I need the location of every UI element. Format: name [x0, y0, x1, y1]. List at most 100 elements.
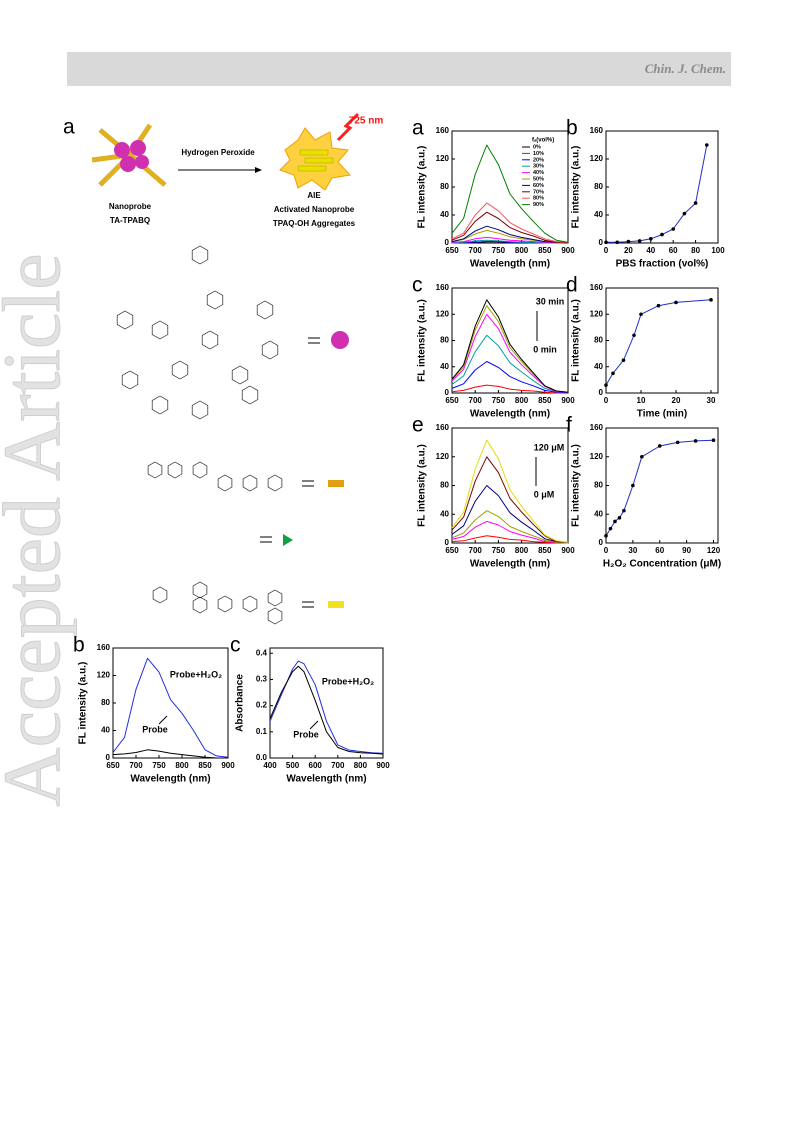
legend-label: 80%	[533, 196, 544, 202]
annotation: Probe+H₂O₂	[170, 669, 222, 679]
panel-letter: b	[73, 634, 85, 657]
x-axis-label: Time (min)	[637, 409, 687, 420]
annotation-arrow	[158, 715, 168, 725]
series-line	[605, 299, 712, 386]
x-tick-label: 10	[637, 396, 646, 405]
x-axis-label: Wavelength (nm)	[470, 259, 550, 270]
y-tick-label: 80	[440, 336, 449, 345]
ring	[192, 461, 208, 479]
x-tick-label: 800	[515, 396, 529, 405]
x-tick-label: 800	[515, 246, 529, 255]
ring	[231, 365, 249, 385]
x-axis-label: Wavelength (nm)	[470, 559, 550, 570]
series-line	[451, 485, 569, 543]
x-tick-label: 0	[604, 546, 609, 555]
chemical-structures	[116, 245, 283, 625]
annotation: 120 μM	[534, 442, 565, 452]
legend-label: 20%	[533, 157, 544, 163]
y-tick-label: 0.3	[256, 675, 268, 684]
x-tick-label: 900	[376, 761, 390, 770]
y-tick-label: 0.1	[256, 727, 268, 736]
panel-letter: a	[412, 117, 424, 140]
x-tick-label: 100	[711, 246, 725, 255]
data-point	[639, 312, 643, 317]
data-point	[604, 240, 608, 245]
ring	[267, 474, 283, 492]
watermark: Accepted Article	[0, 253, 77, 806]
y-axis-label: Absorbance	[235, 674, 246, 732]
x-tick-label: 90	[682, 546, 691, 555]
panel-letter: f	[566, 414, 572, 437]
x-tick-label: 700	[331, 761, 345, 770]
ring	[191, 245, 209, 265]
data-point	[649, 237, 653, 241]
y-tick-label: 0	[599, 238, 604, 247]
y-axis-label: FL intensity (a.u.)	[417, 444, 428, 527]
x-tick-label: 900	[561, 396, 575, 405]
ring	[152, 586, 168, 604]
y-tick-label: 40	[440, 509, 449, 518]
legend-label: 10%	[533, 151, 544, 157]
ring	[201, 330, 219, 350]
panel-letter: c	[412, 274, 423, 297]
y-tick-label: 80	[101, 698, 110, 707]
x-tick-label: 800	[515, 546, 529, 555]
x-tick-label: 120	[707, 546, 721, 555]
y-tick-label: 80	[594, 336, 603, 345]
data-point	[615, 240, 619, 245]
panel-letter: c	[230, 634, 241, 657]
data-point	[693, 201, 698, 205]
x-tick-label: 700	[129, 761, 143, 770]
series-line	[451, 456, 569, 543]
legend-label: 90%	[533, 202, 544, 208]
y-tick-label: 0.2	[256, 701, 268, 710]
x-tick-label: 30	[707, 396, 716, 405]
data-point	[631, 483, 635, 488]
x-tick-label: 850	[538, 246, 552, 255]
y-tick-label: 120	[590, 309, 604, 318]
ring	[242, 474, 258, 492]
header-bar	[67, 52, 731, 86]
series-line	[451, 211, 569, 244]
y-axis-label: FL intensity (a.u.)	[571, 146, 582, 229]
y-axis-label: FL intensity (a.u.)	[417, 146, 428, 229]
x-tick-label: 900	[221, 761, 235, 770]
y-tick-label: 0.4	[256, 648, 268, 657]
panel-letter: b	[566, 117, 578, 140]
series-line	[112, 657, 229, 758]
x-axis-label: Wavelength (nm)	[130, 774, 210, 785]
y-tick-label: 0	[445, 238, 450, 247]
series-line	[269, 660, 384, 754]
series-line	[451, 535, 568, 544]
x-tick-label: 900	[561, 246, 575, 255]
y-axis-label: FL intensity (a.u.)	[417, 299, 428, 382]
ring	[267, 589, 283, 607]
y-tick-label: 40	[594, 362, 603, 371]
annotation: 0 μM	[534, 489, 555, 499]
x-tick-label: 800	[354, 761, 368, 770]
ring	[192, 596, 208, 614]
data-point	[693, 439, 698, 443]
y-tick-label: 0	[445, 388, 450, 397]
series-line	[269, 665, 384, 755]
series-line	[451, 334, 569, 393]
legend-label: 60%	[533, 183, 544, 189]
ring	[167, 461, 183, 479]
x-tick-label: 80	[691, 246, 700, 255]
legend-label: 70%	[533, 189, 544, 195]
arrow-head	[255, 167, 262, 173]
x-tick-label: 750	[492, 396, 506, 405]
y-tick-label: 120	[436, 154, 450, 163]
y-tick-label: 160	[436, 126, 450, 135]
data-point	[626, 239, 631, 244]
data-point	[657, 444, 662, 448]
data-point	[660, 232, 664, 237]
legend-label: 30%	[533, 164, 544, 170]
series-line	[451, 202, 569, 243]
scheme-label: Nanoprobe	[109, 202, 152, 211]
data-point	[621, 358, 626, 362]
series-line	[451, 144, 569, 243]
plot-frame	[269, 647, 384, 759]
y-tick-label: 160	[590, 283, 604, 292]
